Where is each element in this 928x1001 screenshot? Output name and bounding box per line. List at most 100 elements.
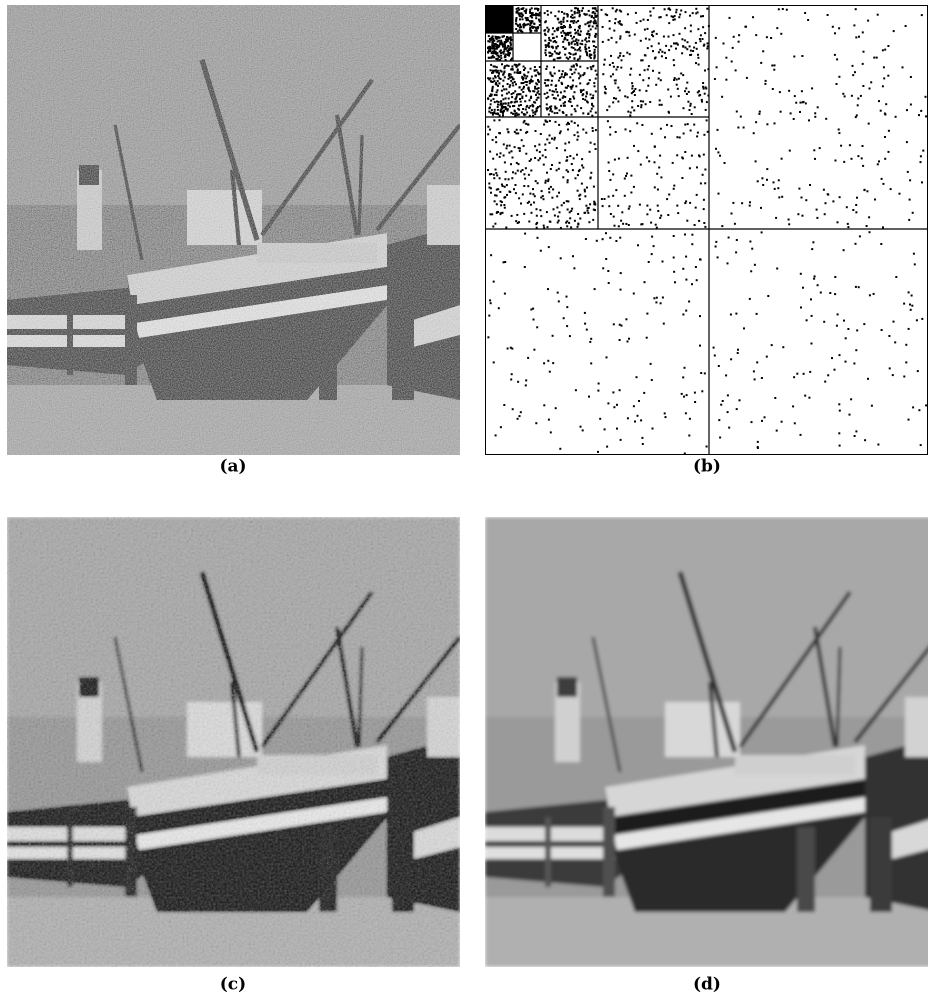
coefficient: [521, 18, 524, 21]
coefficient: [568, 26, 571, 29]
coefficient: [556, 52, 559, 55]
coefficient: [659, 79, 662, 82]
coefficient: [653, 297, 656, 300]
coefficient: [655, 83, 658, 86]
coefficient: [524, 100, 527, 103]
coefficient: [548, 134, 551, 137]
coefficient: [496, 52, 499, 55]
coefficient: [535, 226, 538, 229]
coefficient: [615, 68, 618, 71]
coefficient: [585, 40, 588, 43]
coefficient: [519, 18, 521, 21]
coefficient: [510, 163, 512, 166]
coefficient: [620, 66, 623, 69]
coefficient: [493, 111, 496, 114]
coefficient: [693, 123, 696, 126]
coefficient: [565, 86, 568, 89]
coefficient: [564, 32, 567, 35]
coefficient: [501, 183, 503, 186]
coefficient: [776, 27, 779, 30]
coefficient: [525, 152, 528, 155]
coefficient: [539, 133, 542, 135]
coefficient: [656, 172, 659, 175]
coefficient: [493, 43, 496, 45]
coefficient: [570, 120, 573, 123]
coefficient: [569, 53, 572, 55]
coefficient: [704, 108, 707, 111]
coefficient: [496, 69, 499, 72]
coefficient: [573, 10, 576, 13]
coefficient: [556, 17, 559, 20]
coefficient: [571, 207, 574, 210]
coefficient: [691, 233, 694, 236]
coefficient: [503, 76, 506, 79]
coefficient: [669, 8, 672, 11]
coefficient: [635, 376, 638, 379]
coefficient: [612, 101, 615, 104]
coefficient: [685, 255, 688, 258]
coefficient: [579, 74, 582, 77]
coefficient: [580, 107, 583, 110]
coefficient: [516, 169, 519, 172]
coefficient: [494, 434, 497, 437]
coefficient: [503, 404, 506, 406]
coefficient: [852, 209, 855, 211]
coefficient: [619, 438, 622, 441]
coefficient: [773, 68, 776, 71]
coefficient: [649, 14, 652, 17]
coefficient: [835, 324, 838, 327]
coefficient: [529, 26, 532, 29]
coefficient: [562, 76, 565, 79]
coefficient: [665, 44, 668, 47]
coefficient: [535, 29, 538, 32]
coefficient: [864, 439, 867, 442]
coefficient: [629, 130, 632, 133]
coefficient: [866, 190, 869, 193]
coefficient: [920, 14, 923, 17]
coefficient: [629, 73, 632, 76]
coefficient: [503, 185, 506, 188]
coefficient: [525, 8, 528, 11]
coefficient: [853, 362, 856, 365]
coefficient: [704, 69, 706, 72]
coefficient: [612, 215, 615, 218]
coefficient: [685, 87, 688, 90]
coefficient: [503, 35, 505, 38]
coefficient: [555, 41, 558, 44]
coefficient: [593, 201, 596, 204]
coefficient: [544, 120, 547, 123]
coefficient: [578, 168, 581, 171]
coefficient: [532, 318, 535, 321]
coefficient: [559, 257, 562, 260]
coefficient: [704, 182, 707, 185]
coefficient: [507, 102, 510, 105]
coefficient: [490, 52, 493, 55]
coefficient: [609, 236, 612, 239]
coefficient: [549, 39, 552, 42]
coefficient: [508, 73, 511, 75]
coefficient: [921, 317, 924, 320]
coefficient: [492, 225, 495, 228]
coefficient: [503, 66, 506, 69]
coefficient: [536, 221, 539, 224]
coefficient: [494, 35, 497, 38]
coefficient: [844, 360, 847, 363]
coefficient: [683, 395, 685, 398]
coefficient: [496, 40, 499, 43]
coefficient: [735, 251, 738, 254]
coefficient: [547, 28, 550, 31]
coefficient: [676, 136, 679, 139]
coefficient: [492, 41, 494, 44]
coefficient: [706, 45, 709, 48]
coefficient: [618, 339, 621, 341]
coefficient: [796, 372, 799, 375]
coefficient: [557, 28, 560, 31]
coefficient: [573, 121, 576, 124]
coefficient: [652, 245, 655, 248]
coefficient: [750, 270, 753, 273]
coefficient: [574, 177, 577, 180]
coefficient: [534, 87, 537, 90]
coefficient: [553, 214, 556, 217]
coefficient: [652, 30, 655, 33]
coefficient: [691, 283, 693, 286]
